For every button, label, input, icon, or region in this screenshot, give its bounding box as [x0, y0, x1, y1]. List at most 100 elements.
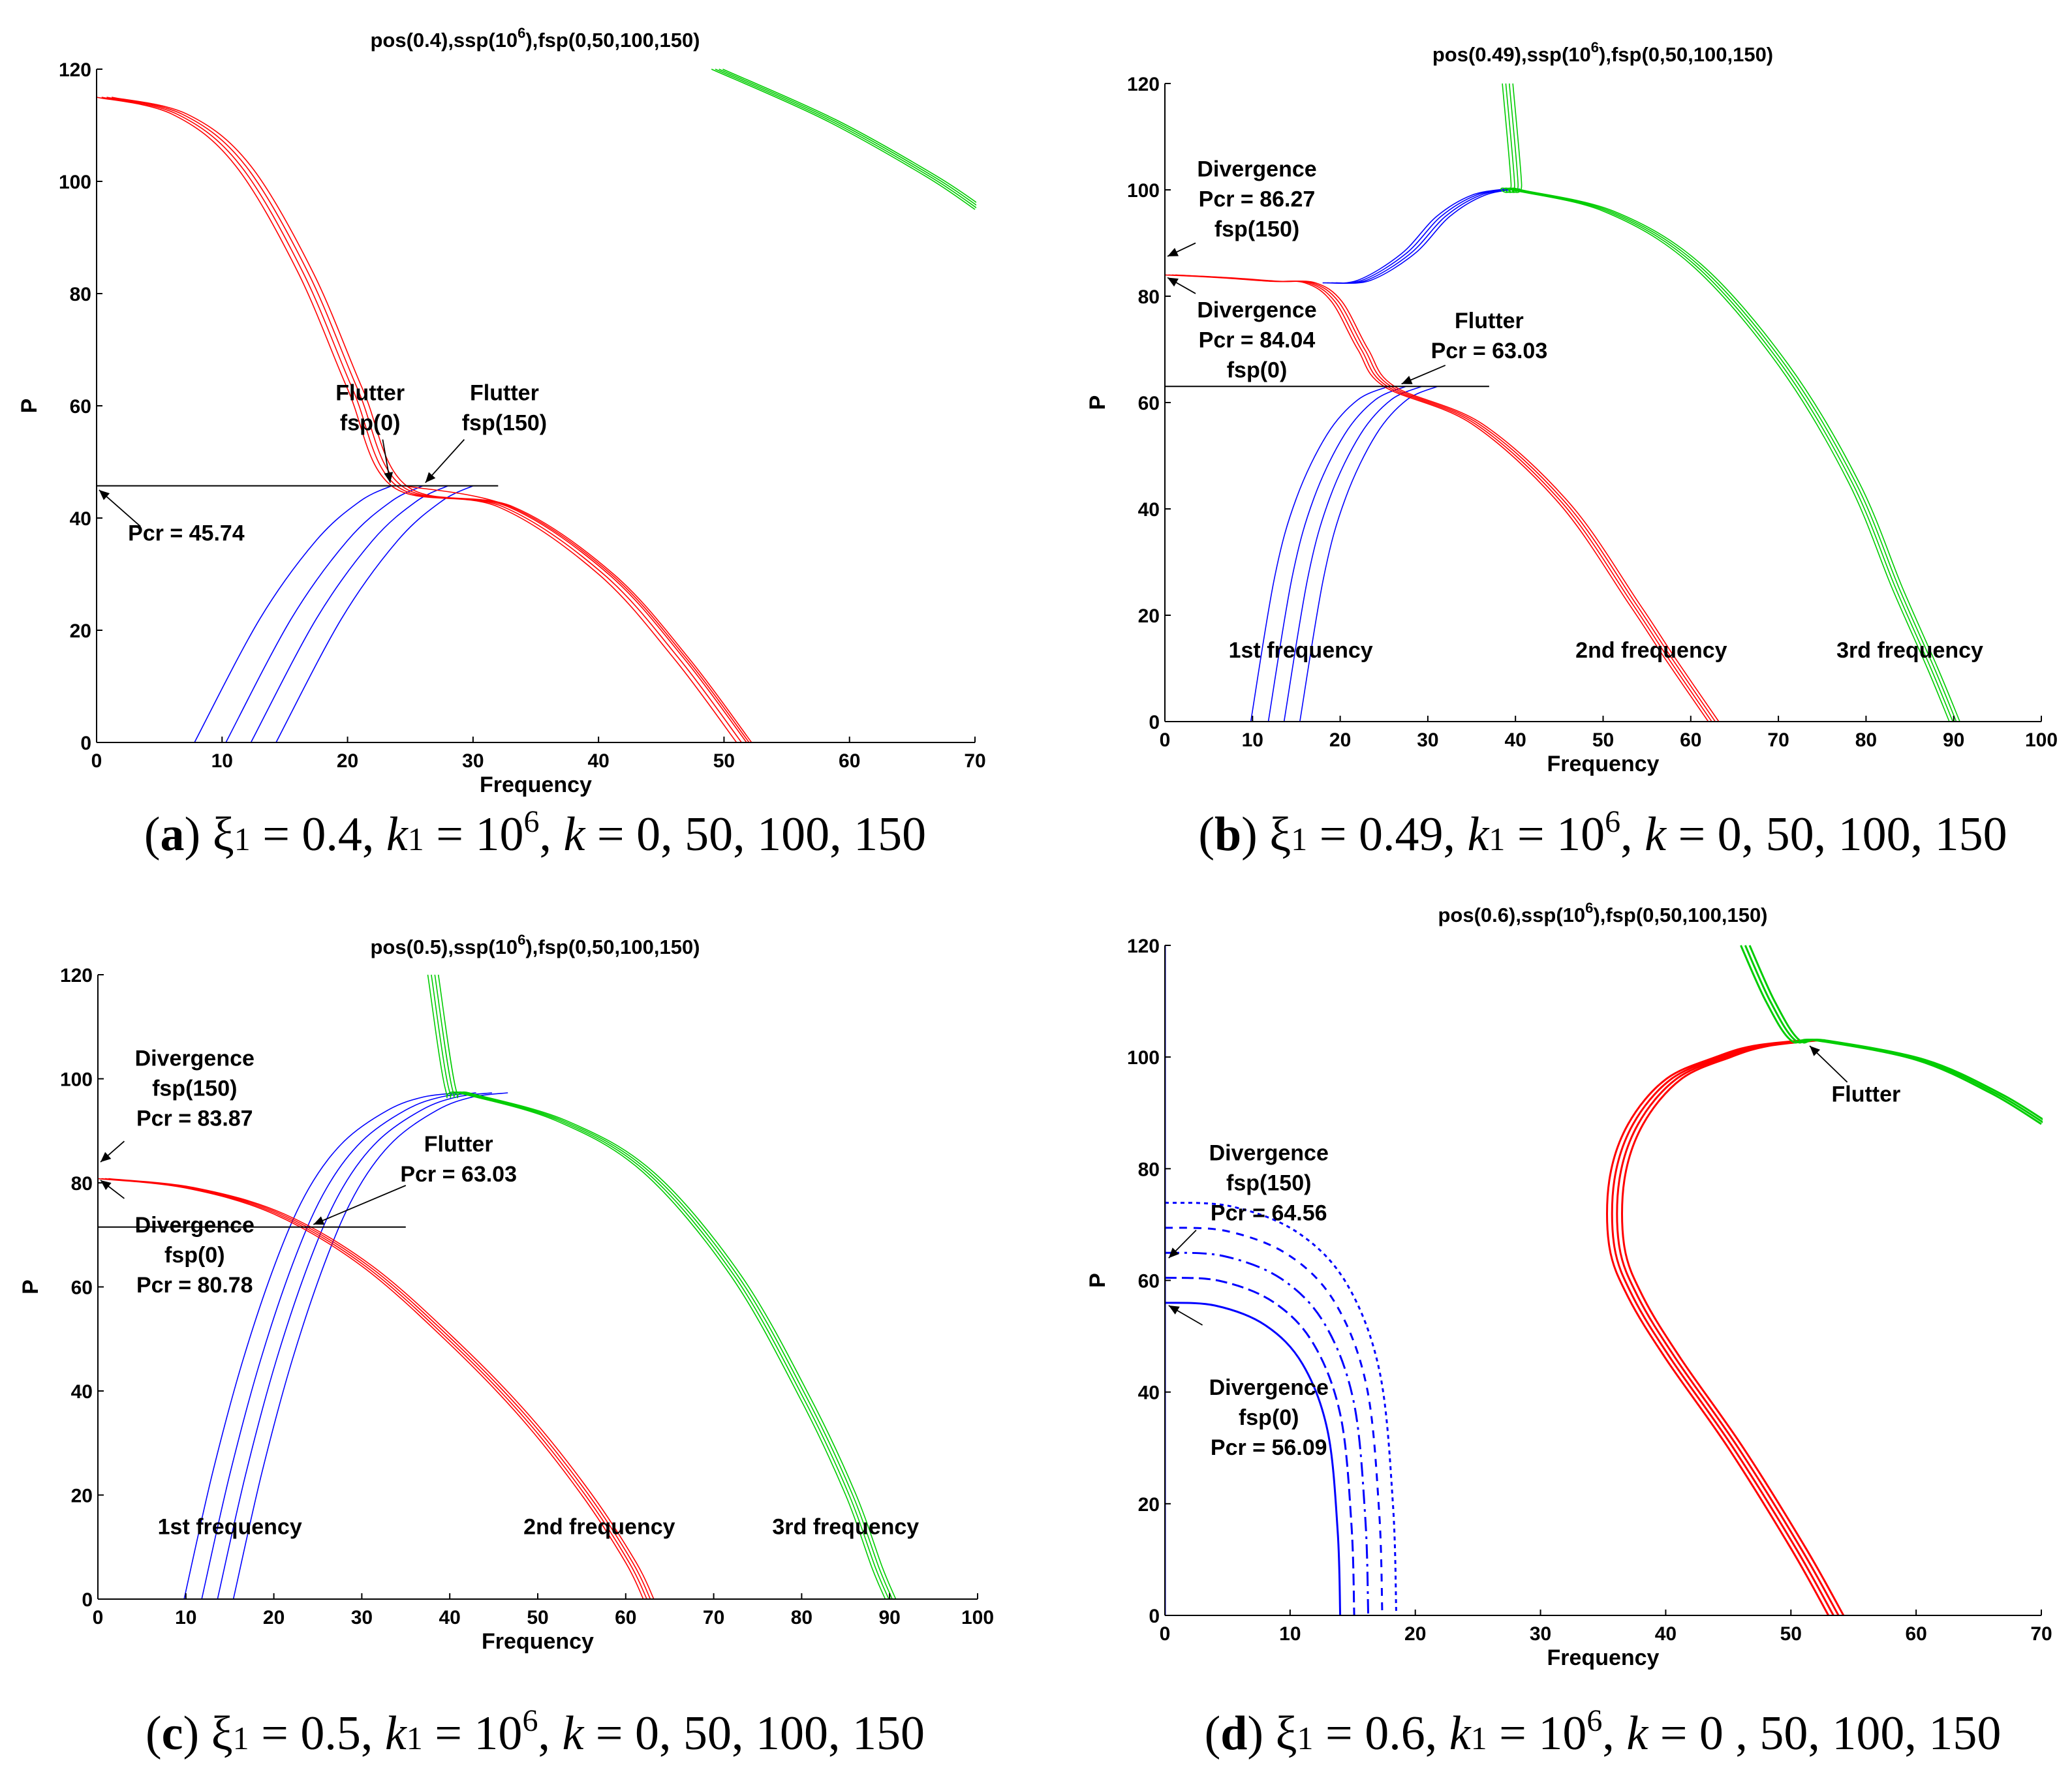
y-tick-label: 0 [1149, 712, 1160, 733]
x-axis-label-a: Frequency [480, 772, 592, 797]
annotation-text: Flutter [1832, 1082, 1901, 1107]
series-a-0-curve-0 [194, 485, 392, 742]
y-tick-label: 20 [71, 1486, 93, 1507]
x-tick-label: 70 [964, 750, 985, 772]
annotation-text: Flutter Pcr = 63.03 [400, 1132, 517, 1187]
series-b-1-curve-3 [1335, 188, 1521, 284]
series-c-2-curve-2 [434, 974, 893, 1599]
x-tick-label: 40 [1655, 1623, 1677, 1645]
x-tick-label: 100 [961, 1607, 994, 1628]
y-tick-label: 100 [1127, 180, 1160, 202]
annotation-b-0: Divergence Pcr = 86.27 fsp(150) [1167, 157, 1317, 257]
annotation-c-0: Divergence fsp(150) Pcr = 83.87 [100, 1046, 255, 1163]
annotation-arrowhead [1168, 1247, 1179, 1259]
annotation-arrowhead [99, 490, 110, 500]
annotation-arrowhead [313, 1216, 325, 1225]
y-tick-label: 40 [1138, 1382, 1160, 1404]
annotation-text: 3rd frequency [772, 1514, 919, 1539]
series-b-2-curve-3 [1175, 274, 1720, 722]
annotation-b-2: Flutter Pcr = 63.03 [1401, 309, 1547, 385]
series-c-1-curve-1 [101, 1178, 647, 1599]
y-tick-label: 120 [60, 965, 93, 986]
series-d-3-curve-2 [1748, 945, 2043, 1121]
series-a-1-curve-0 [97, 97, 737, 742]
x-tick-label: 30 [462, 750, 484, 772]
x-tick-label: 80 [1855, 729, 1877, 751]
y-tick-label: 20 [70, 620, 91, 642]
y-axis-label-b: P [1085, 395, 1110, 410]
x-tick-label: 30 [351, 1607, 373, 1628]
series-a-0-curve-3 [275, 485, 474, 742]
x-tick-label: 50 [1780, 1623, 1802, 1645]
annotation-arrow-line [313, 1185, 407, 1225]
annotation-b-4: 2nd frequency [1575, 638, 1727, 663]
series-d-1-curve-0 [1165, 1302, 1342, 1615]
y-tick-label: 60 [71, 1277, 93, 1299]
y-tick-label: 80 [71, 1173, 93, 1195]
series-b-3-curve-3 [1511, 83, 1960, 722]
series-a-3-curve-1 [715, 69, 976, 209]
x-tick-label: 60 [1905, 1623, 1926, 1645]
series-c-0-curve-1 [201, 1092, 476, 1599]
annotation-b-3: 1st frequency [1229, 638, 1373, 663]
y-tick-label: 80 [70, 284, 91, 305]
x-axis-label-b: Frequency [1547, 752, 1660, 776]
x-tick-label: 20 [1404, 1623, 1426, 1645]
annotation-c-3: 1st frequency [158, 1514, 302, 1539]
plot-area-b [1165, 83, 1960, 722]
x-tick-label: 10 [211, 750, 233, 772]
x-tick-label: 90 [1943, 729, 1964, 751]
series-b-1-curve-0 [1322, 188, 1507, 284]
annotation-a-2: Pcr = 45.74 [99, 489, 245, 545]
x-axis-label-d: Frequency [1547, 1645, 1660, 1670]
annotation-c-5: 3rd frequency [772, 1514, 919, 1539]
series-c-1-curve-3 [108, 1178, 655, 1599]
series-b-0-curve-2 [1283, 386, 1422, 722]
series-b-0-curve-1 [1267, 386, 1406, 722]
series-a-1-curve-1 [101, 97, 742, 742]
plot-title-c: pos(0.5),ssp(106),fsp(0,50,100,150) [370, 932, 700, 958]
series-b-3-curve-1 [1504, 83, 1954, 722]
series-d-2-curve-1 [1611, 1039, 1834, 1615]
x-tick-label: 10 [1279, 1623, 1301, 1645]
y-tick-label: 100 [59, 172, 91, 193]
plot-title-b: pos(0.49),ssp(106),fsp(0,50,100,150) [1432, 39, 1773, 66]
series-c-2-curve-0 [427, 974, 886, 1599]
y-tick-label: 80 [1138, 1159, 1160, 1180]
annotation-a-0: Flutter fsp(0) [335, 380, 405, 483]
annotation-text: Flutter fsp(0) [335, 380, 405, 435]
x-tick-label: 60 [615, 1607, 636, 1628]
x-tick-label: 20 [263, 1607, 285, 1628]
plot-title-d: pos(0.6),ssp(106),fsp(0,50,100,150) [1438, 900, 1767, 926]
annotation-text: Divergence fsp(0) Pcr = 80.78 [135, 1213, 255, 1298]
annotation-b-1: Divergence Pcr = 84.04 fsp(0) [1167, 277, 1317, 383]
x-tick-label: 50 [1592, 729, 1614, 751]
x-tick-label: 70 [2030, 1623, 2052, 1645]
annotation-b-5: 3rd frequency [1836, 638, 1983, 663]
y-tick-label: 0 [1149, 1606, 1160, 1627]
annotation-arrowhead [1167, 277, 1179, 287]
panel-caption-c: (c) ξ1 = 0.5, k1 = 106, k = 0, 50, 100, … [146, 1703, 925, 1760]
annotation-a-1: Flutter fsp(150) [425, 380, 547, 483]
panel-caption-d: (d) ξ1 = 0.6, k1 = 106, k = 0 , 50, 100,… [1205, 1703, 2002, 1760]
axes-d: 0 10 20 30 40 50 60 70 0 20 40 60 80 100 120 [1127, 936, 2052, 1645]
x-tick-label: 10 [1242, 729, 1263, 751]
series-c-2-curve-1 [431, 974, 889, 1599]
axes-b: 0 10 20 30 40 50 60 70 80 90 100 0 20 40 60 80 100 120 [1127, 74, 2058, 751]
y-axis-label-d: P [1085, 1273, 1110, 1288]
annotation-c-1: Divergence fsp(0) Pcr = 80.78 [100, 1180, 255, 1298]
y-tick-label: 120 [59, 59, 91, 81]
y-tick-label: 120 [1127, 74, 1160, 95]
series-b-0-curve-0 [1250, 386, 1389, 722]
annotation-d-0: Divergence fsp(150) Pcr = 64.56 [1168, 1140, 1329, 1259]
x-tick-label: 70 [1767, 729, 1789, 751]
y-tick-label: 60 [70, 396, 91, 418]
x-tick-label: 100 [2025, 729, 2058, 751]
y-axis-label-a: P [17, 399, 42, 414]
panel-caption-a: (a) ξ1 = 0.4, k1 = 106, k = 0, 50, 100, … [144, 804, 926, 861]
axes-c: 0 10 20 30 40 50 60 70 80 90 100 0 20 40 60 80 100 120 [60, 965, 994, 1628]
series-c-0-curve-0 [183, 1092, 459, 1599]
series-b-1-curve-1 [1327, 188, 1511, 284]
series-b-1-curve-2 [1331, 188, 1516, 284]
